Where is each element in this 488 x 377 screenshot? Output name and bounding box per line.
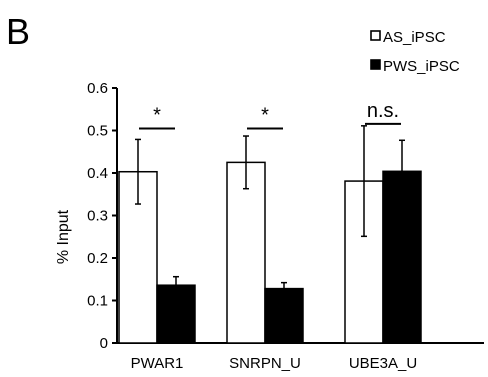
legend-swatch-pws-ipsc <box>370 59 381 70</box>
bar-pws-ipsc <box>264 287 304 344</box>
plot-area: PWAR1 * SNRPN_U * UBE3A_U n.s. <box>118 100 422 372</box>
x-tick-label: PWAR1 <box>131 355 184 372</box>
x-tick-label: SNRPN_U <box>229 355 301 372</box>
legend-swatch-as-ipsc <box>370 30 381 41</box>
significance-label: n.s. <box>367 100 399 122</box>
legend: AS_iPSC PWS_iPSC <box>370 29 460 75</box>
y-tick-label: 0.5 <box>87 123 108 140</box>
y-tick-label: 0.4 <box>87 165 108 182</box>
y-tick-label: 0.1 <box>87 293 108 310</box>
significance-label: * <box>153 105 161 127</box>
legend-label-as-ipsc: AS_iPSC <box>383 29 446 46</box>
y-axis-label: % Input <box>55 209 72 264</box>
legend-label-pws-ipsc: PWS_iPSC <box>383 58 460 75</box>
y-tick-label: 0 <box>100 335 108 352</box>
significance-label: * <box>261 105 269 127</box>
y-tick-label: 0.6 <box>87 80 108 97</box>
y-tick-label: 0.3 <box>87 208 108 225</box>
y-tick-label: 0.2 <box>87 250 108 267</box>
x-tick-label: UBE3A_U <box>349 355 417 372</box>
panel-label: B <box>6 11 30 52</box>
